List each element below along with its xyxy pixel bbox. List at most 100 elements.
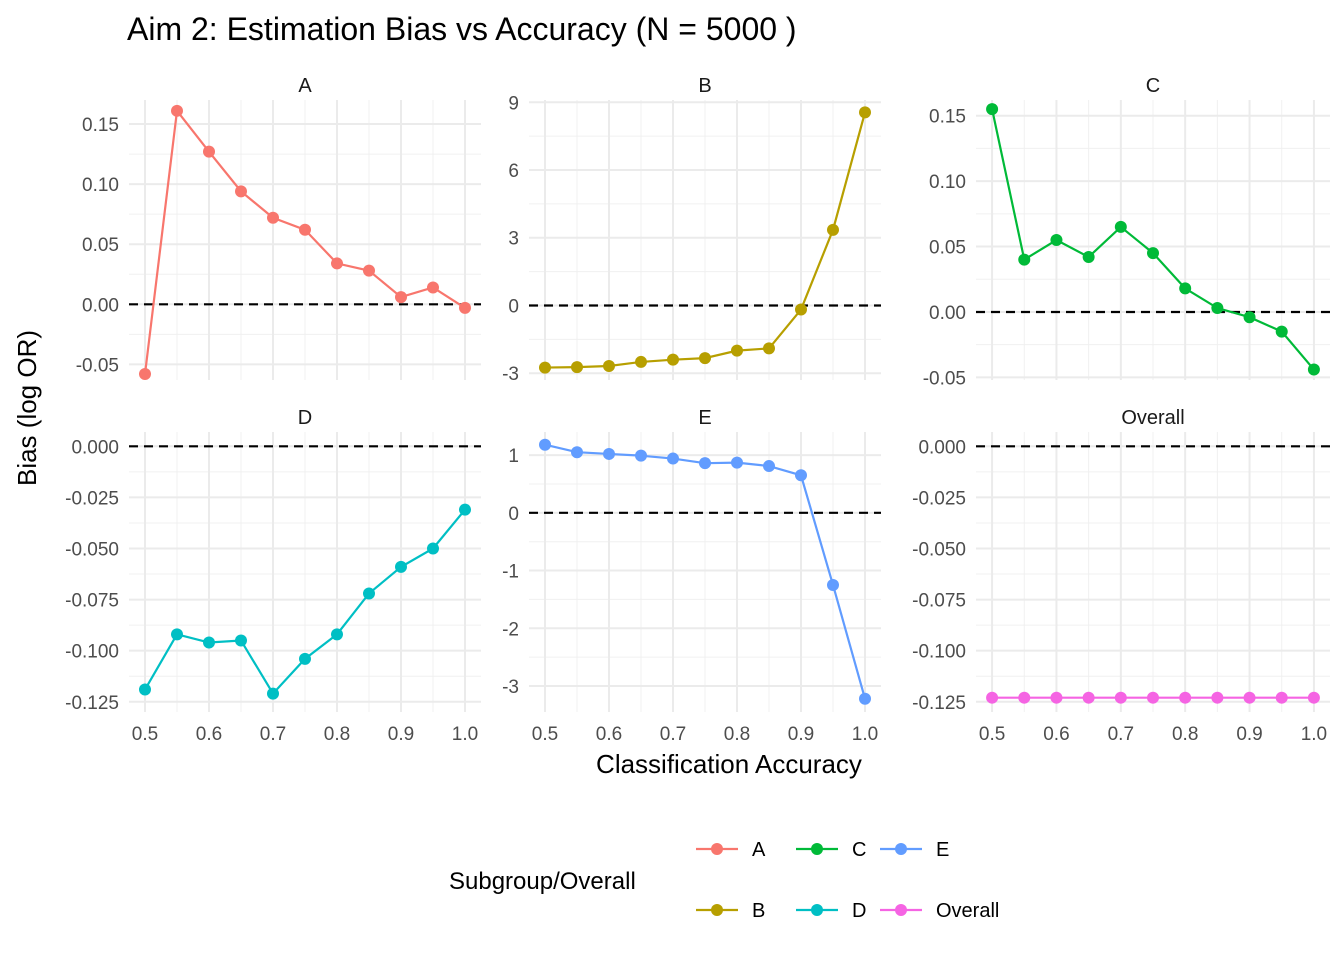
y-tick-label: 0.000 [918, 437, 966, 458]
y-tick-label: -0.100 [65, 642, 119, 663]
data-point-overall [1211, 691, 1224, 704]
data-point-b [763, 342, 775, 355]
x-tick-label: 1.0 [452, 724, 478, 745]
data-point-e [827, 578, 839, 591]
facet-label-b: B [698, 75, 711, 97]
data-point-c [1307, 363, 1320, 376]
data-point-b [603, 360, 615, 372]
data-point-e [603, 447, 615, 460]
legend-item-b: B [696, 900, 765, 922]
x-tick-label: 0.9 [788, 724, 814, 745]
y-tick-label: -0.05 [923, 368, 966, 389]
data-point-a [331, 257, 343, 270]
x-tick-label: 0.8 [324, 724, 350, 745]
facet-b: B -3 0 3 6 9 [502, 75, 881, 385]
y-tick-label: 0.000 [71, 437, 119, 458]
data-point-a [459, 301, 471, 314]
legend-key-point [711, 904, 723, 916]
legend-label-b: B [752, 900, 765, 922]
facet-label-a: A [298, 75, 312, 97]
y-tick-label: 0.00 [929, 303, 966, 324]
data-point-b [699, 352, 711, 365]
data-point-b [827, 223, 839, 236]
y-tick-label: 0 [508, 504, 519, 525]
data-point-e [699, 457, 711, 470]
facet-a: A -0.05 0.00 0.05 0.10 0.15 [76, 75, 481, 380]
data-point-c [1018, 253, 1031, 266]
y-tick-label: 0.15 [929, 107, 966, 128]
data-point-a [395, 291, 407, 304]
y-tick-label: 0.05 [82, 235, 119, 256]
y-tick-label: -0.075 [65, 591, 119, 612]
data-point-d [235, 634, 247, 647]
data-point-a [363, 264, 375, 277]
y-tick-label: -3 [502, 677, 519, 698]
data-point-c [986, 103, 999, 116]
data-point-overall [1179, 691, 1192, 704]
x-tick-label: 0.9 [1236, 724, 1262, 745]
y-tick-label: -0.050 [912, 539, 966, 560]
data-point-d [363, 587, 375, 600]
data-point-c [1179, 282, 1192, 295]
legend-title: Subgroup/Overall [449, 868, 636, 895]
data-point-c [1243, 311, 1256, 324]
y-tick-label: 0.15 [82, 115, 119, 136]
data-point-e [667, 452, 679, 465]
y-tick-label: -0.050 [65, 539, 119, 560]
data-point-a [235, 185, 247, 198]
facet-c: C -0.05 0.00 0.05 0.10 0.15 [923, 75, 1330, 389]
facet-panels: A-0.050.000.050.100.15B-30369C-0.050.000… [65, 75, 1330, 745]
data-point-d [299, 652, 311, 665]
data-point-e [571, 446, 583, 459]
legend-label-overall: Overall [936, 900, 999, 922]
legend-label-d: D [852, 900, 866, 922]
data-point-d [395, 560, 407, 573]
x-tick-label: 0.8 [724, 724, 750, 745]
data-point-c [1082, 251, 1095, 264]
data-point-e [731, 456, 743, 469]
data-point-a [299, 223, 311, 236]
x-tick-label: 0.8 [1172, 724, 1198, 745]
x-tick-label: 0.6 [196, 724, 222, 745]
data-point-overall [1082, 691, 1095, 704]
y-tick-label: 0.00 [82, 295, 119, 316]
legend-key-point [895, 904, 907, 916]
facet-d: D -0.125 -0.100 -0.075 -0.050 -0.025 0.000 0.5 0… [65, 407, 481, 745]
y-tick-label: 0 [508, 296, 519, 317]
data-point-c [1147, 247, 1159, 260]
data-point-c [1275, 325, 1288, 338]
data-point-overall [1307, 691, 1320, 704]
data-point-e [795, 469, 807, 482]
data-point-c [1050, 234, 1063, 246]
y-tick-label: 6 [508, 161, 519, 182]
data-point-d [139, 683, 151, 696]
y-tick-label: -2 [502, 619, 519, 640]
y-tick-label: -0.075 [912, 591, 966, 612]
data-point-b [539, 361, 551, 374]
x-tick-label: 1.0 [852, 724, 878, 745]
facet-e: E -3 -2 -1 0 1 0.5 0.6 0.7 0.8 0.9 1.0 [502, 407, 881, 745]
data-point-c [1114, 220, 1127, 233]
y-tick-label: 0.05 [929, 238, 966, 259]
y-tick-label: -1 [502, 562, 519, 583]
y-tick-label: -0.125 [65, 693, 119, 714]
data-point-c [1211, 302, 1224, 315]
data-point-a [267, 211, 279, 224]
facet-overall: Overall -0.125 -0.100 -0.075 -0.050 -0.025 0.0… [912, 407, 1330, 745]
data-point-d [331, 628, 343, 641]
facet-label-c: C [1146, 75, 1160, 97]
legend-key-point [711, 843, 723, 855]
y-tick-label: -0.025 [912, 488, 966, 509]
legend-key-point [811, 843, 823, 855]
data-point-overall [986, 691, 999, 704]
chart-title: Aim 2: Estimation Bias vs Accuracy (N = … [127, 11, 797, 47]
legend-item-overall: Overall [880, 900, 999, 922]
facet-label-d: D [298, 407, 312, 429]
data-point-b [859, 106, 871, 119]
legend-key-point [811, 904, 823, 916]
legend-key-point [895, 843, 907, 855]
x-tick-label: 0.7 [1108, 724, 1134, 745]
data-point-b [667, 353, 679, 366]
legend-item-a: A [696, 839, 766, 861]
data-point-d [459, 503, 471, 516]
